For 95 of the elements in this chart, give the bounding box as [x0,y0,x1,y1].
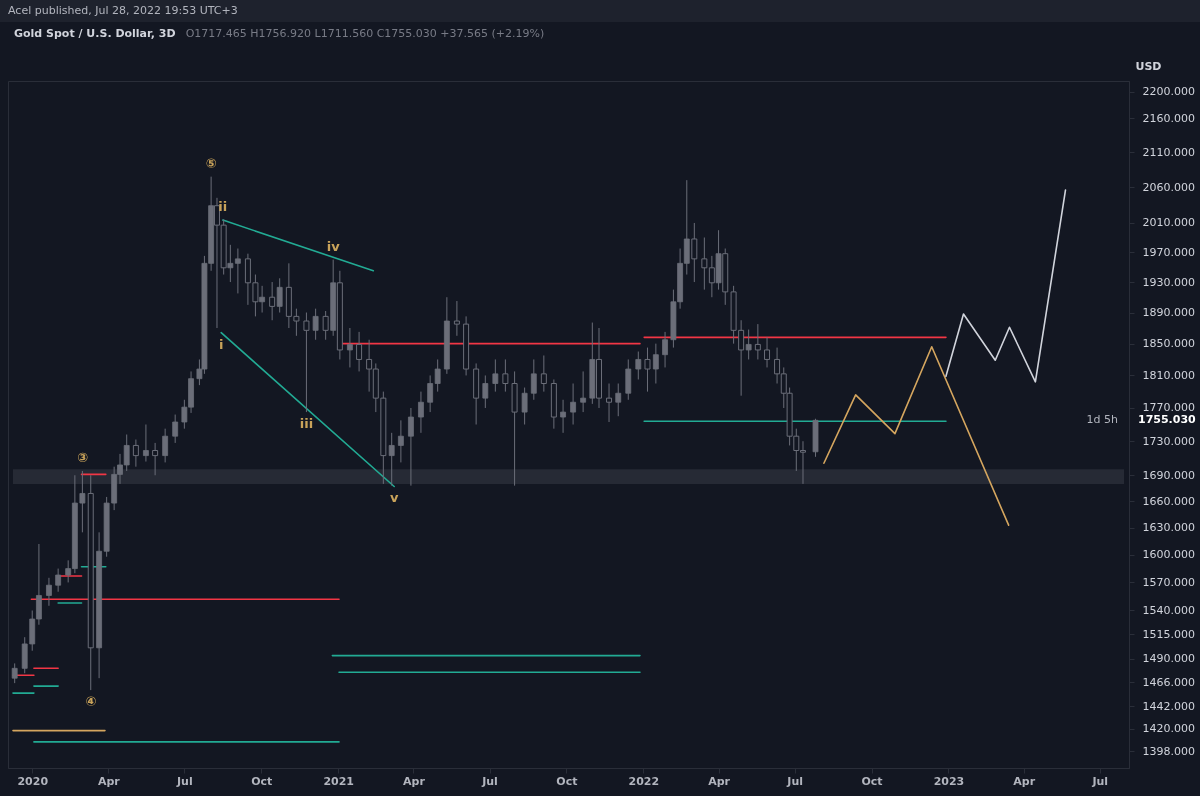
y-tick-label: 1850.000 [1142,337,1195,351]
candlestick [397,419,404,463]
candlestick [143,424,149,463]
annotation: iii [299,416,314,432]
annotation: v [389,490,399,506]
text: 1755.030 [1138,413,1197,427]
x-tick-label: Oct [251,774,273,788]
x-tick-label: Oct [556,774,578,788]
candlestick [46,577,52,607]
candlestick [530,358,537,401]
candlestick [606,383,613,423]
candlestick [570,383,576,425]
candlestick [635,351,642,380]
candlestick [11,662,18,684]
candlestick [388,432,395,487]
annotation: i [218,336,224,352]
y-tick-label: 2110.000 [1142,145,1195,159]
x-tick-label: Apr [97,774,121,788]
candlestick [418,391,424,434]
x-tick-label: Jul [481,774,498,788]
x-tick-label: Jul [1091,774,1109,788]
x-tick-label: 2021 [323,774,354,788]
y-tick-label: 1730.000 [1142,434,1195,448]
candlestick [434,358,441,393]
candlestick [312,308,319,341]
candlestick [356,331,363,372]
y-tick-label: 2160.000 [1142,111,1195,125]
x-tick-label: 2020 [17,774,49,788]
candlestick [482,374,489,409]
candlestick [492,358,499,393]
y-tick-label: 1540.000 [1142,604,1195,617]
y-tick-label: 1690.000 [1142,468,1195,482]
candlestick [662,331,668,368]
candlestick [521,387,528,425]
y-tick-label: 1398.000 [1142,744,1195,758]
y-tick-label: 1466.000 [1142,675,1195,689]
chart-subtitle: O1717.465 H1756.920 L1711.560 C1755.030 +37.565 (+2.19%) [185,27,545,40]
y-tick-label: 2060.000 [1142,180,1195,194]
x-tick-label: Apr [403,774,426,788]
candlestick [269,281,276,321]
x-tick-label: 2022 [628,774,660,788]
y-tick-label: 1660.000 [1142,494,1195,508]
y-tick-label: 1630.000 [1142,521,1195,535]
y-tick-label: 2010.000 [1142,216,1195,230]
y-tick-label: 1890.000 [1142,306,1195,320]
annotation: ④ [85,694,97,710]
y-axis-title: USD [1135,59,1162,73]
candlestick [427,374,434,413]
y-tick-label: 1442.000 [1142,699,1195,713]
y-tick-label: 1600.000 [1142,548,1195,562]
candlestick [152,442,159,476]
line-series [823,346,1010,526]
x-tick-label: Apr [708,774,731,788]
candlestick [132,439,139,468]
candlestick [172,414,179,444]
y-tick-label: 1420.000 [1142,722,1195,736]
x-tick-label: Jul [786,774,803,788]
candlestick [644,347,651,393]
y-tick-label: 2200.000 [1142,85,1195,99]
y-tick-label: 1970.000 [1142,245,1195,259]
candlestick [303,312,310,413]
candlestick [276,277,283,314]
candlestick [560,399,566,434]
y-tick-label: 1930.000 [1142,275,1195,289]
text: Acel published, Jul 28, 2022 19:53 UTC+3 [0,0,1200,22]
candlestick [502,358,509,393]
candlestick [652,343,659,385]
y-tick-label: 1515.000 [1142,627,1195,641]
x-tick-label: 2023 [933,774,965,788]
x-tick-label: Apr [1013,774,1036,788]
candlestick [580,370,587,413]
candlestick [540,355,547,393]
y-tick-label: 1570.000 [1142,575,1195,589]
candlestick [453,300,460,337]
annotation: ⑤ [205,155,217,171]
candlestick [745,329,752,360]
x-tick-label: Jul [176,774,193,788]
annotation: ③ [76,449,88,465]
annotation: iv [326,238,341,254]
annotation: ii [218,199,228,215]
annotation: 1d 5h [1086,413,1119,427]
y-tick-label: 1770.000 [1142,401,1195,415]
candlestick [754,323,761,360]
y-tick-label: 1810.000 [1142,368,1195,382]
candlestick [55,568,62,593]
candlestick [346,327,353,368]
line-series [945,189,1067,383]
x-tick-label: Oct [861,774,883,788]
candlestick [162,428,169,463]
candlestick [701,237,708,291]
candlestick [615,383,622,417]
y-tick-label: 1490.000 [1142,652,1195,666]
candlestick [764,336,771,368]
chart-title: Gold Spot / U.S. Dollar, 3D [14,27,176,40]
candlestick [408,407,414,487]
